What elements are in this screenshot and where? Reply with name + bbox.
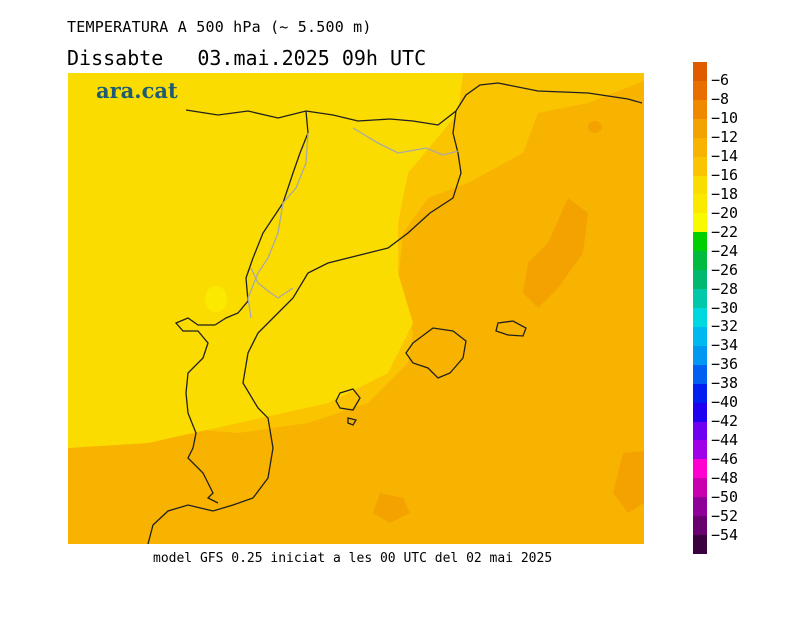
field-band-m14-m12	[68, 81, 644, 544]
colorbar-tick-label: −34	[711, 336, 739, 355]
temperature-map	[68, 73, 644, 544]
colorbar-segment	[693, 213, 707, 233]
colorbar-tick-label: −46	[711, 449, 739, 468]
colorbar-tick-label: −42	[711, 412, 739, 431]
colorbar-tick-label: −16	[711, 166, 739, 185]
colorbar-tick-label: −50	[711, 487, 739, 506]
field-band-m12-m10-b	[373, 493, 410, 523]
coast-ibiza	[335, 388, 361, 411]
colorbar-tick-label: −24	[711, 241, 739, 260]
colorbar-tick-label: −52	[711, 506, 739, 525]
colorbar-tick-label: −10	[711, 109, 739, 128]
coastlines	[147, 82, 643, 544]
colorbar-tick-label: −48	[711, 468, 739, 487]
field-band-m12-m10-c	[613, 451, 644, 513]
colorbar-tick-label: −20	[711, 203, 739, 222]
colorbar-segment	[693, 289, 707, 309]
colorbar-tick-label: −36	[711, 355, 739, 374]
colorbar-segment	[693, 440, 707, 460]
colorbar-segment	[693, 137, 707, 158]
colorbar-tick-label: −54	[711, 525, 739, 544]
colorbar-segment	[693, 194, 707, 214]
colorbar-segment	[693, 478, 707, 498]
field-band-m18-m16	[68, 73, 463, 448]
colorbar-segment	[693, 535, 707, 555]
colorbar-tick-label: −22	[711, 222, 739, 241]
colorbar-tick-label: −40	[711, 393, 739, 412]
colorbar-segment	[693, 251, 707, 271]
colorbar-segment	[693, 364, 707, 385]
colorbar-tick-label: −18	[711, 184, 739, 203]
field-band-m12-m10-a	[523, 198, 588, 308]
colorbar-segment	[693, 459, 707, 479]
forecast-datetime: 03.mai.2025 09h UTC	[197, 46, 427, 70]
colorbar-tick-label: −44	[711, 430, 739, 449]
colorbar-segment	[693, 118, 707, 139]
colorbar-segment	[693, 270, 707, 290]
colorbar-segment	[693, 516, 707, 536]
coast-menorca	[495, 320, 527, 337]
colorbar-segment	[693, 99, 707, 120]
field-band-m12-m10-d	[588, 121, 602, 133]
colorbar-segment	[693, 383, 707, 404]
temperature-colorbar	[693, 62, 707, 555]
colorbar-segment	[693, 80, 707, 101]
ara-cat-logo: ara.cat	[96, 78, 178, 103]
colorbar-segment	[693, 156, 707, 177]
colorbar-tick-label: −38	[711, 374, 739, 393]
colorbar-segment	[693, 326, 707, 347]
colorbar-tick-label: −8	[711, 90, 730, 109]
map-subtitle: Dissabte 03.mai.2025 09h UTC	[67, 46, 460, 70]
colorbar-segment	[693, 497, 707, 517]
colorbar-segment	[693, 175, 707, 195]
coast-mallorca	[405, 327, 467, 379]
colorbar-tick-label: −6	[711, 71, 730, 90]
model-info: model GFS 0.25 iniciat a les 00 UTC del …	[153, 551, 553, 566]
coast-formentera	[347, 417, 358, 426]
colorbar-tick-label: −12	[711, 128, 739, 147]
colorbar-tick-label: −32	[711, 317, 739, 336]
map-title: TEMPERATURA A 500 hPa (~ 5.500 m)	[67, 18, 372, 36]
borders	[247, 127, 459, 319]
field-band-m20-m18	[205, 286, 227, 312]
forecast-day: Dissabte	[67, 46, 164, 70]
colorbar-segment	[693, 421, 707, 441]
colorbar-segment	[693, 308, 707, 328]
colorbar-tick-label: −14	[711, 147, 739, 166]
colorbar-tick-label: −28	[711, 279, 739, 298]
colorbar-segment	[693, 345, 707, 366]
colorbar-segment	[693, 232, 707, 252]
colorbar-segment	[693, 62, 707, 82]
colorbar-segment	[693, 402, 707, 423]
colorbar-tick-label: −26	[711, 260, 739, 279]
colorbar-tick-label: −30	[711, 298, 739, 317]
